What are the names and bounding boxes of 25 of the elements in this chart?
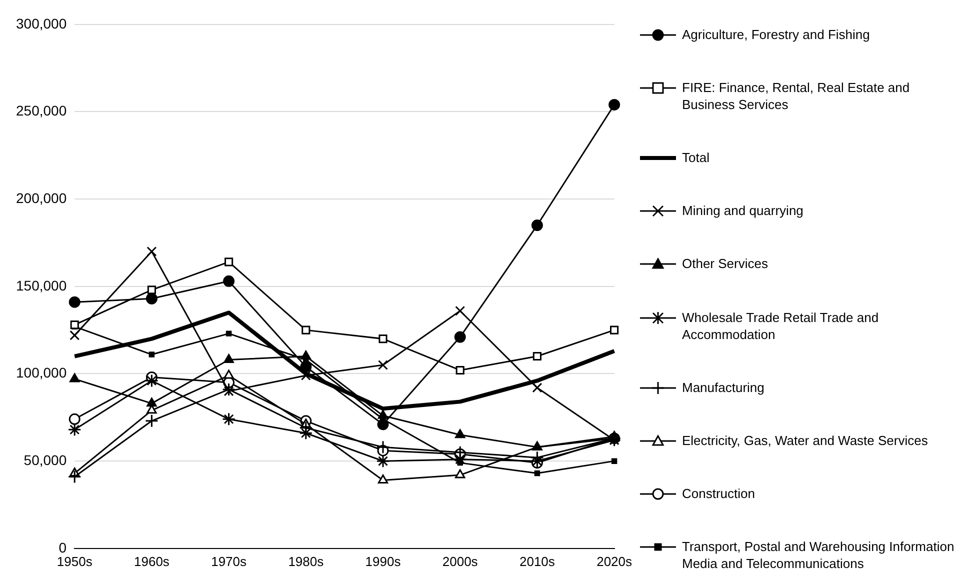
y-tick-label: 200,000 <box>16 190 67 206</box>
legend-label: Other Services <box>682 255 768 272</box>
y-tick-label: 150,000 <box>16 277 67 294</box>
y-tick-label: 50,000 <box>24 452 67 468</box>
legend-label: Wholesale Trade Retail Trade and Accommodation <box>682 308 880 343</box>
x-tick-label: 1990s <box>365 554 402 569</box>
x-tick-label: 2000s <box>442 554 478 569</box>
y-tick-label: 100,000 <box>16 364 67 381</box>
x-tick-label: 1980s <box>288 554 324 569</box>
x-tick-label: 1960s <box>134 554 170 569</box>
y-tick-label: 300,000 <box>16 15 67 32</box>
x-tick-label: 1950s <box>56 554 93 569</box>
legend-label: Construction <box>682 484 755 502</box>
legend-label: FIRE: Finance, Rental, Real Estate and Business Services <box>682 79 911 114</box>
legend-label: Electricity, Gas, Water and Waste Services <box>682 432 928 449</box>
legend-label: Total <box>682 149 710 166</box>
legend-label: Manufacturing <box>682 378 764 396</box>
legend-label: Transport, Postal and Warehousing Information Media and Telecommunications <box>682 538 956 572</box>
x-tick-label: 1970s <box>211 554 248 569</box>
x-tick-label: 2020s <box>596 554 632 569</box>
y-tick-label: 250,000 <box>16 102 67 119</box>
x-tick-label: 2010s <box>519 554 556 569</box>
legend-label: Mining and quarrying <box>682 202 804 220</box>
legend-label: Agriculture, Forestry and Fishing <box>682 26 870 43</box>
y-tick-label: 0 <box>58 539 67 556</box>
